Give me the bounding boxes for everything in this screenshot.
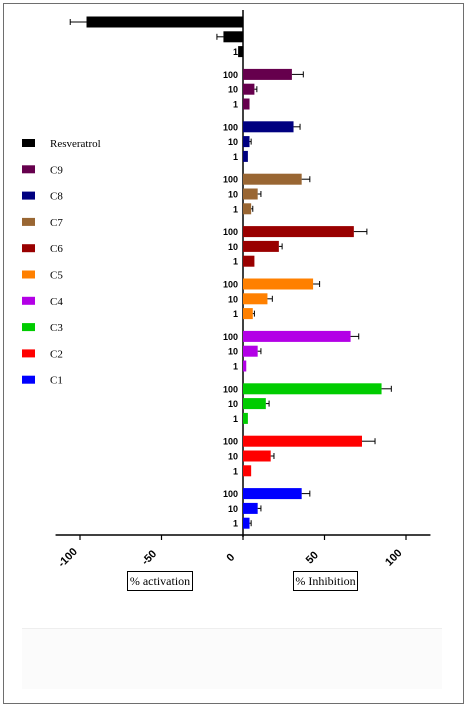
bar-c6-dose-10 [243, 240, 279, 252]
bar-c2-dose-10 [243, 450, 271, 462]
inhibition-axis-label: % Inhibition [293, 571, 358, 591]
x-tick-label-100: 100 [383, 547, 404, 568]
bar-c4-dose-1 [243, 360, 247, 372]
legend-label-c1: C1 [50, 375, 63, 387]
x-tick-label-0: 0 [224, 551, 237, 564]
dose-label-c1-10: 10 [228, 504, 238, 514]
bar-c9-dose-100 [243, 68, 292, 80]
legend-swatch-c2 [22, 349, 35, 358]
legend-label-c9: C9 [50, 164, 63, 176]
bar-resveratrol-dose-1 [238, 46, 243, 58]
dose-label-c1-100: 100 [223, 489, 238, 499]
dose-label-c1-1: 1 [233, 519, 238, 529]
dose-label-c4-10: 10 [228, 347, 238, 357]
x-tick-label--100: -100 [56, 546, 80, 570]
bar-c6-dose-100 [243, 226, 354, 238]
bar-c8-dose-10 [243, 136, 250, 148]
bar-c9-dose-10 [243, 83, 255, 95]
dose-label-c7-10: 10 [228, 190, 238, 200]
dose-label-c6-10: 10 [228, 242, 238, 252]
dose-label-c5-10: 10 [228, 294, 238, 304]
legend-swatch-c9 [22, 165, 35, 174]
dose-label-c7-1: 1 [233, 204, 238, 214]
bar-c8-dose-100 [243, 121, 294, 133]
dose-label-c9-1: 1 [233, 100, 238, 110]
dose-label-c5-100: 100 [223, 280, 238, 290]
bar-c1-dose-100 [243, 488, 302, 500]
figure-frame [3, 3, 464, 704]
dose-label-c4-100: 100 [223, 332, 238, 342]
x-tick-label--50: -50 [140, 548, 160, 568]
legend-label-c2: C2 [50, 348, 63, 360]
bar-c9-dose-1 [243, 98, 250, 110]
legend-label-c4: C4 [50, 296, 63, 308]
dose-label-c6-1: 1 [233, 257, 238, 267]
legend-swatch-c1 [22, 375, 35, 384]
bar-c5-dose-100 [243, 278, 314, 290]
legend-label-c7: C7 [50, 217, 63, 229]
bar-c5-dose-1 [243, 308, 253, 320]
dose-label-c6-100: 100 [223, 227, 238, 237]
bar-resveratrol-dose-10 [223, 31, 243, 43]
bar-c5-dose-10 [243, 293, 268, 305]
dose-label-c9-10: 10 [228, 85, 238, 95]
bar-c6-dose-1 [243, 255, 255, 267]
dose-label-c5-1: 1 [233, 309, 238, 319]
dose-label-c9-100: 100 [223, 70, 238, 80]
legend-label-resveratrol: Resveratrol [50, 138, 101, 150]
dose-label-c8-1: 1 [233, 152, 238, 162]
dose-label-resveratrol-1: 1 [233, 47, 238, 57]
bar-c3-dose-1 [243, 412, 248, 424]
dose-label-c2-100: 100 [223, 437, 238, 447]
figure-footer-area [22, 628, 442, 689]
legend-label-c8: C8 [50, 191, 63, 203]
bar-c7-dose-1 [243, 203, 252, 215]
legend-swatch-resveratrol [22, 139, 35, 147]
bar-resveratrol-dose-100 [86, 16, 244, 28]
bar-c8-dose-1 [243, 150, 248, 162]
bar-c7-dose-10 [243, 188, 258, 200]
legend-swatch-c4 [22, 296, 35, 305]
activation-axis-label: % activation [127, 571, 193, 591]
bar-c3-dose-100 [243, 383, 382, 395]
bar-c4-dose-100 [243, 330, 351, 342]
legend-swatch-c5 [22, 270, 35, 279]
bar-c1-dose-1 [243, 517, 250, 529]
bar-c3-dose-10 [243, 398, 266, 410]
dose-label-c3-10: 10 [228, 399, 238, 409]
dose-label-c8-10: 10 [228, 137, 238, 147]
bar-c2-dose-100 [243, 435, 362, 447]
legend-swatch-c3 [22, 323, 35, 332]
legend-swatch-c8 [22, 191, 35, 200]
dose-label-c8-100: 100 [223, 122, 238, 132]
legend-label-c6: C6 [50, 243, 63, 255]
legend-label-c5: C5 [50, 270, 63, 282]
legend-label-c3: C3 [50, 322, 63, 334]
dose-label-c3-100: 100 [223, 384, 238, 394]
legend-swatch-c6 [22, 244, 35, 253]
bar-c2-dose-1 [243, 465, 252, 477]
dose-label-c3-1: 1 [233, 414, 238, 424]
bar-c4-dose-10 [243, 345, 258, 357]
dose-label-c2-10: 10 [228, 452, 238, 462]
dose-label-c7-100: 100 [223, 175, 238, 185]
dose-label-c4-1: 1 [233, 362, 238, 372]
bar-c7-dose-100 [243, 173, 302, 185]
dose-label-c2-1: 1 [233, 466, 238, 476]
bar-c1-dose-10 [243, 502, 258, 514]
x-tick-label-50: 50 [304, 549, 321, 566]
legend-swatch-c7 [22, 217, 35, 226]
